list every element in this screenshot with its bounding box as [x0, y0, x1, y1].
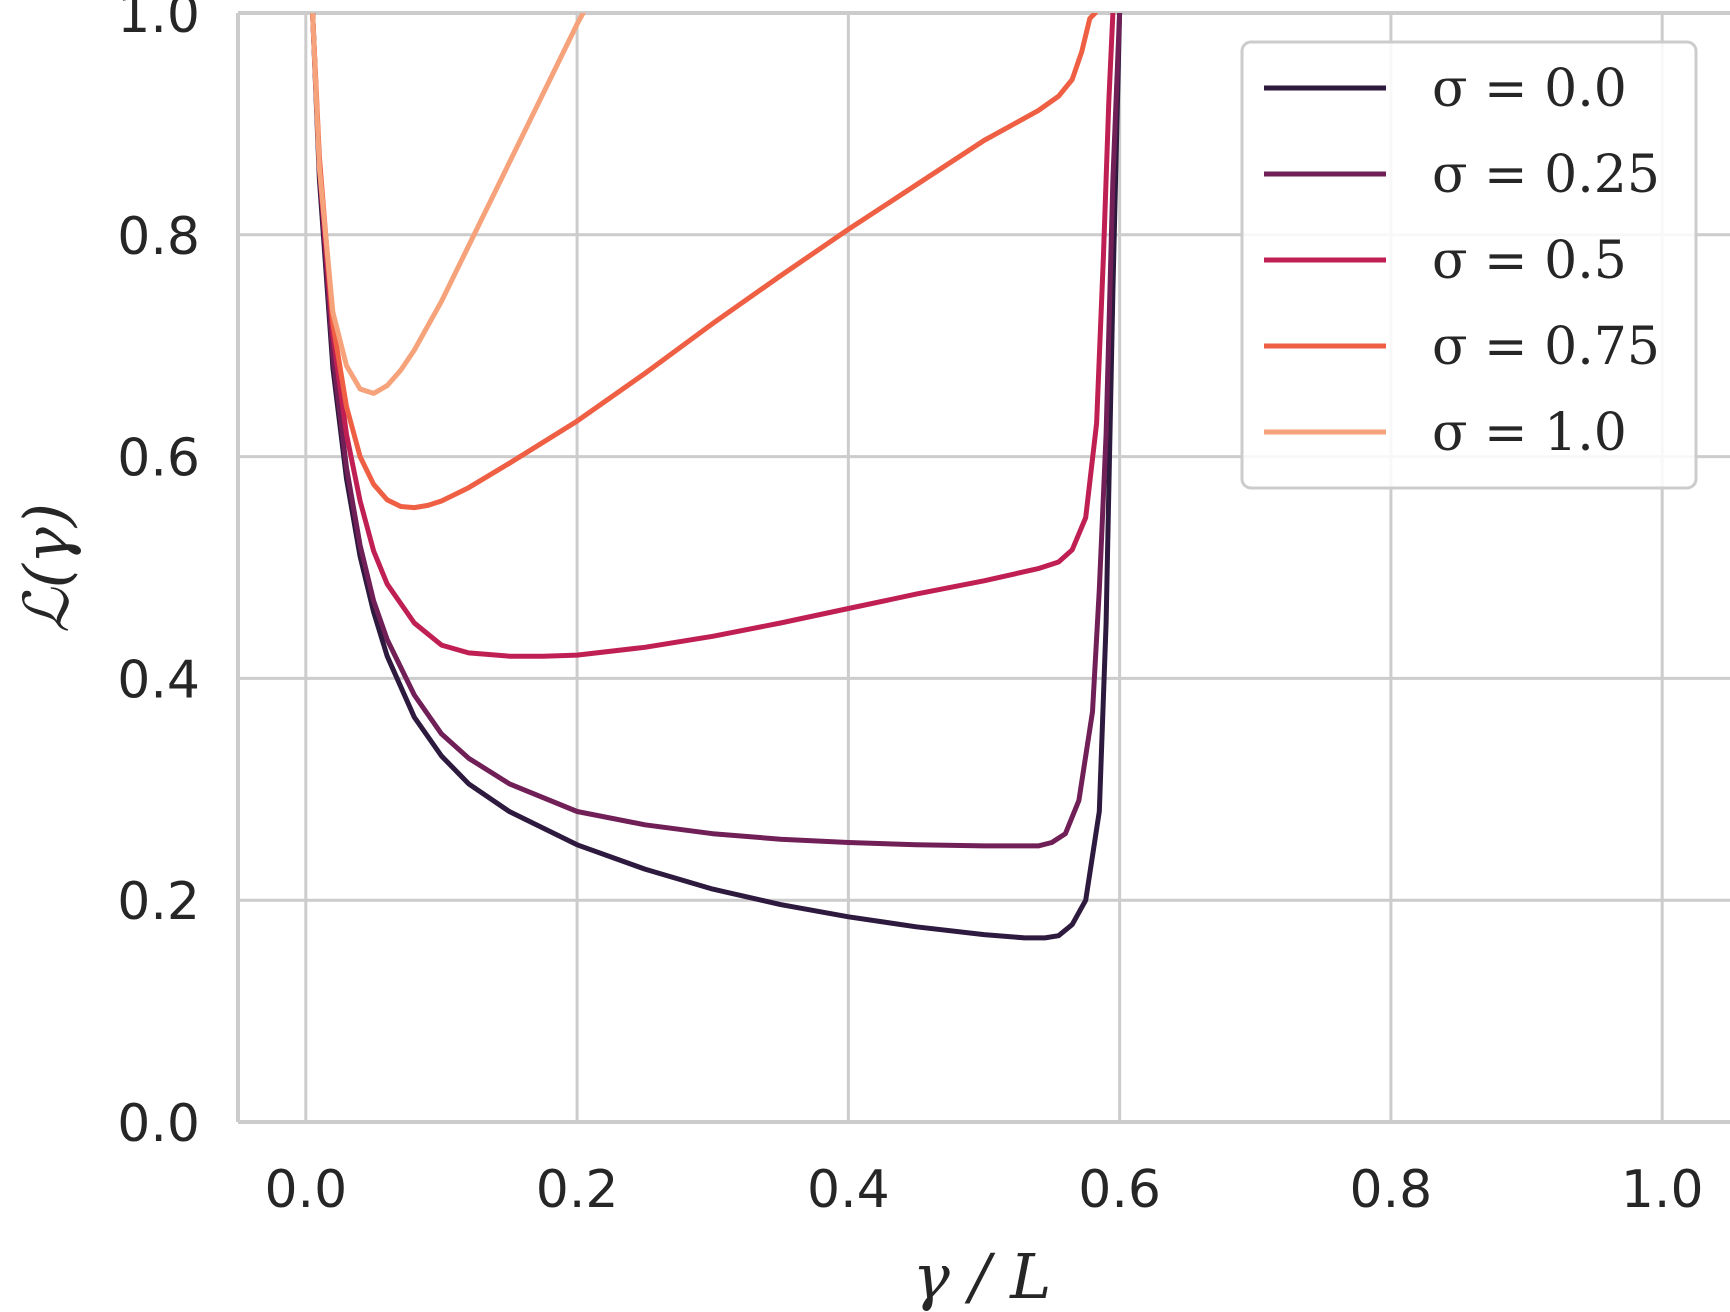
x-tick-label: 0.8 [1350, 1160, 1433, 1220]
series-line-1 [310, 13, 1123, 849]
legend-label: σ = 1.0 [1432, 403, 1627, 463]
y-tick-label: 0.0 [117, 1094, 200, 1154]
y-axis-label: ℒ(γ) [10, 503, 83, 633]
y-tick-label: 0.4 [117, 650, 200, 710]
series-line-0 [310, 13, 1123, 941]
y-tick-label: 0.2 [117, 872, 200, 932]
x-tick-label: 0.6 [1078, 1160, 1161, 1220]
y-tick-label: 0.6 [117, 429, 200, 489]
x-tick-label: 1.0 [1621, 1160, 1704, 1220]
series-line-4 [310, 13, 586, 396]
x-tick-labels: 0.0 0.2 0.4 0.6 0.8 1.0 [264, 1160, 1703, 1220]
x-tick-label: 0.0 [264, 1160, 347, 1220]
series-line-2 [310, 13, 1116, 659]
y-tick-labels: 0.0 0.2 0.4 0.6 0.8 1.0 [117, 0, 200, 1154]
y-tick-label: 1.0 [117, 0, 200, 45]
legend-frame [1240, 40, 1698, 490]
legend-label: σ = 0.75 [1432, 317, 1660, 377]
legend-label: σ = 0.5 [1432, 231, 1627, 291]
x-axis-label: γ / L [913, 1240, 1052, 1312]
legend-label: σ = 0.0 [1432, 59, 1627, 119]
legend-label: σ = 0.25 [1432, 145, 1660, 205]
legend: σ = 0.0 σ = 0.25 σ = 0.5 σ = 0.75 σ = 1.0 [1240, 40, 1698, 490]
axes-frame [236, 11, 1730, 1124]
series-line-3 [310, 13, 1098, 511]
y-tick-label: 0.8 [117, 207, 200, 267]
x-tick-label: 0.4 [807, 1160, 890, 1220]
series-lines [310, 13, 1123, 941]
x-tick-label: 0.2 [536, 1160, 619, 1220]
